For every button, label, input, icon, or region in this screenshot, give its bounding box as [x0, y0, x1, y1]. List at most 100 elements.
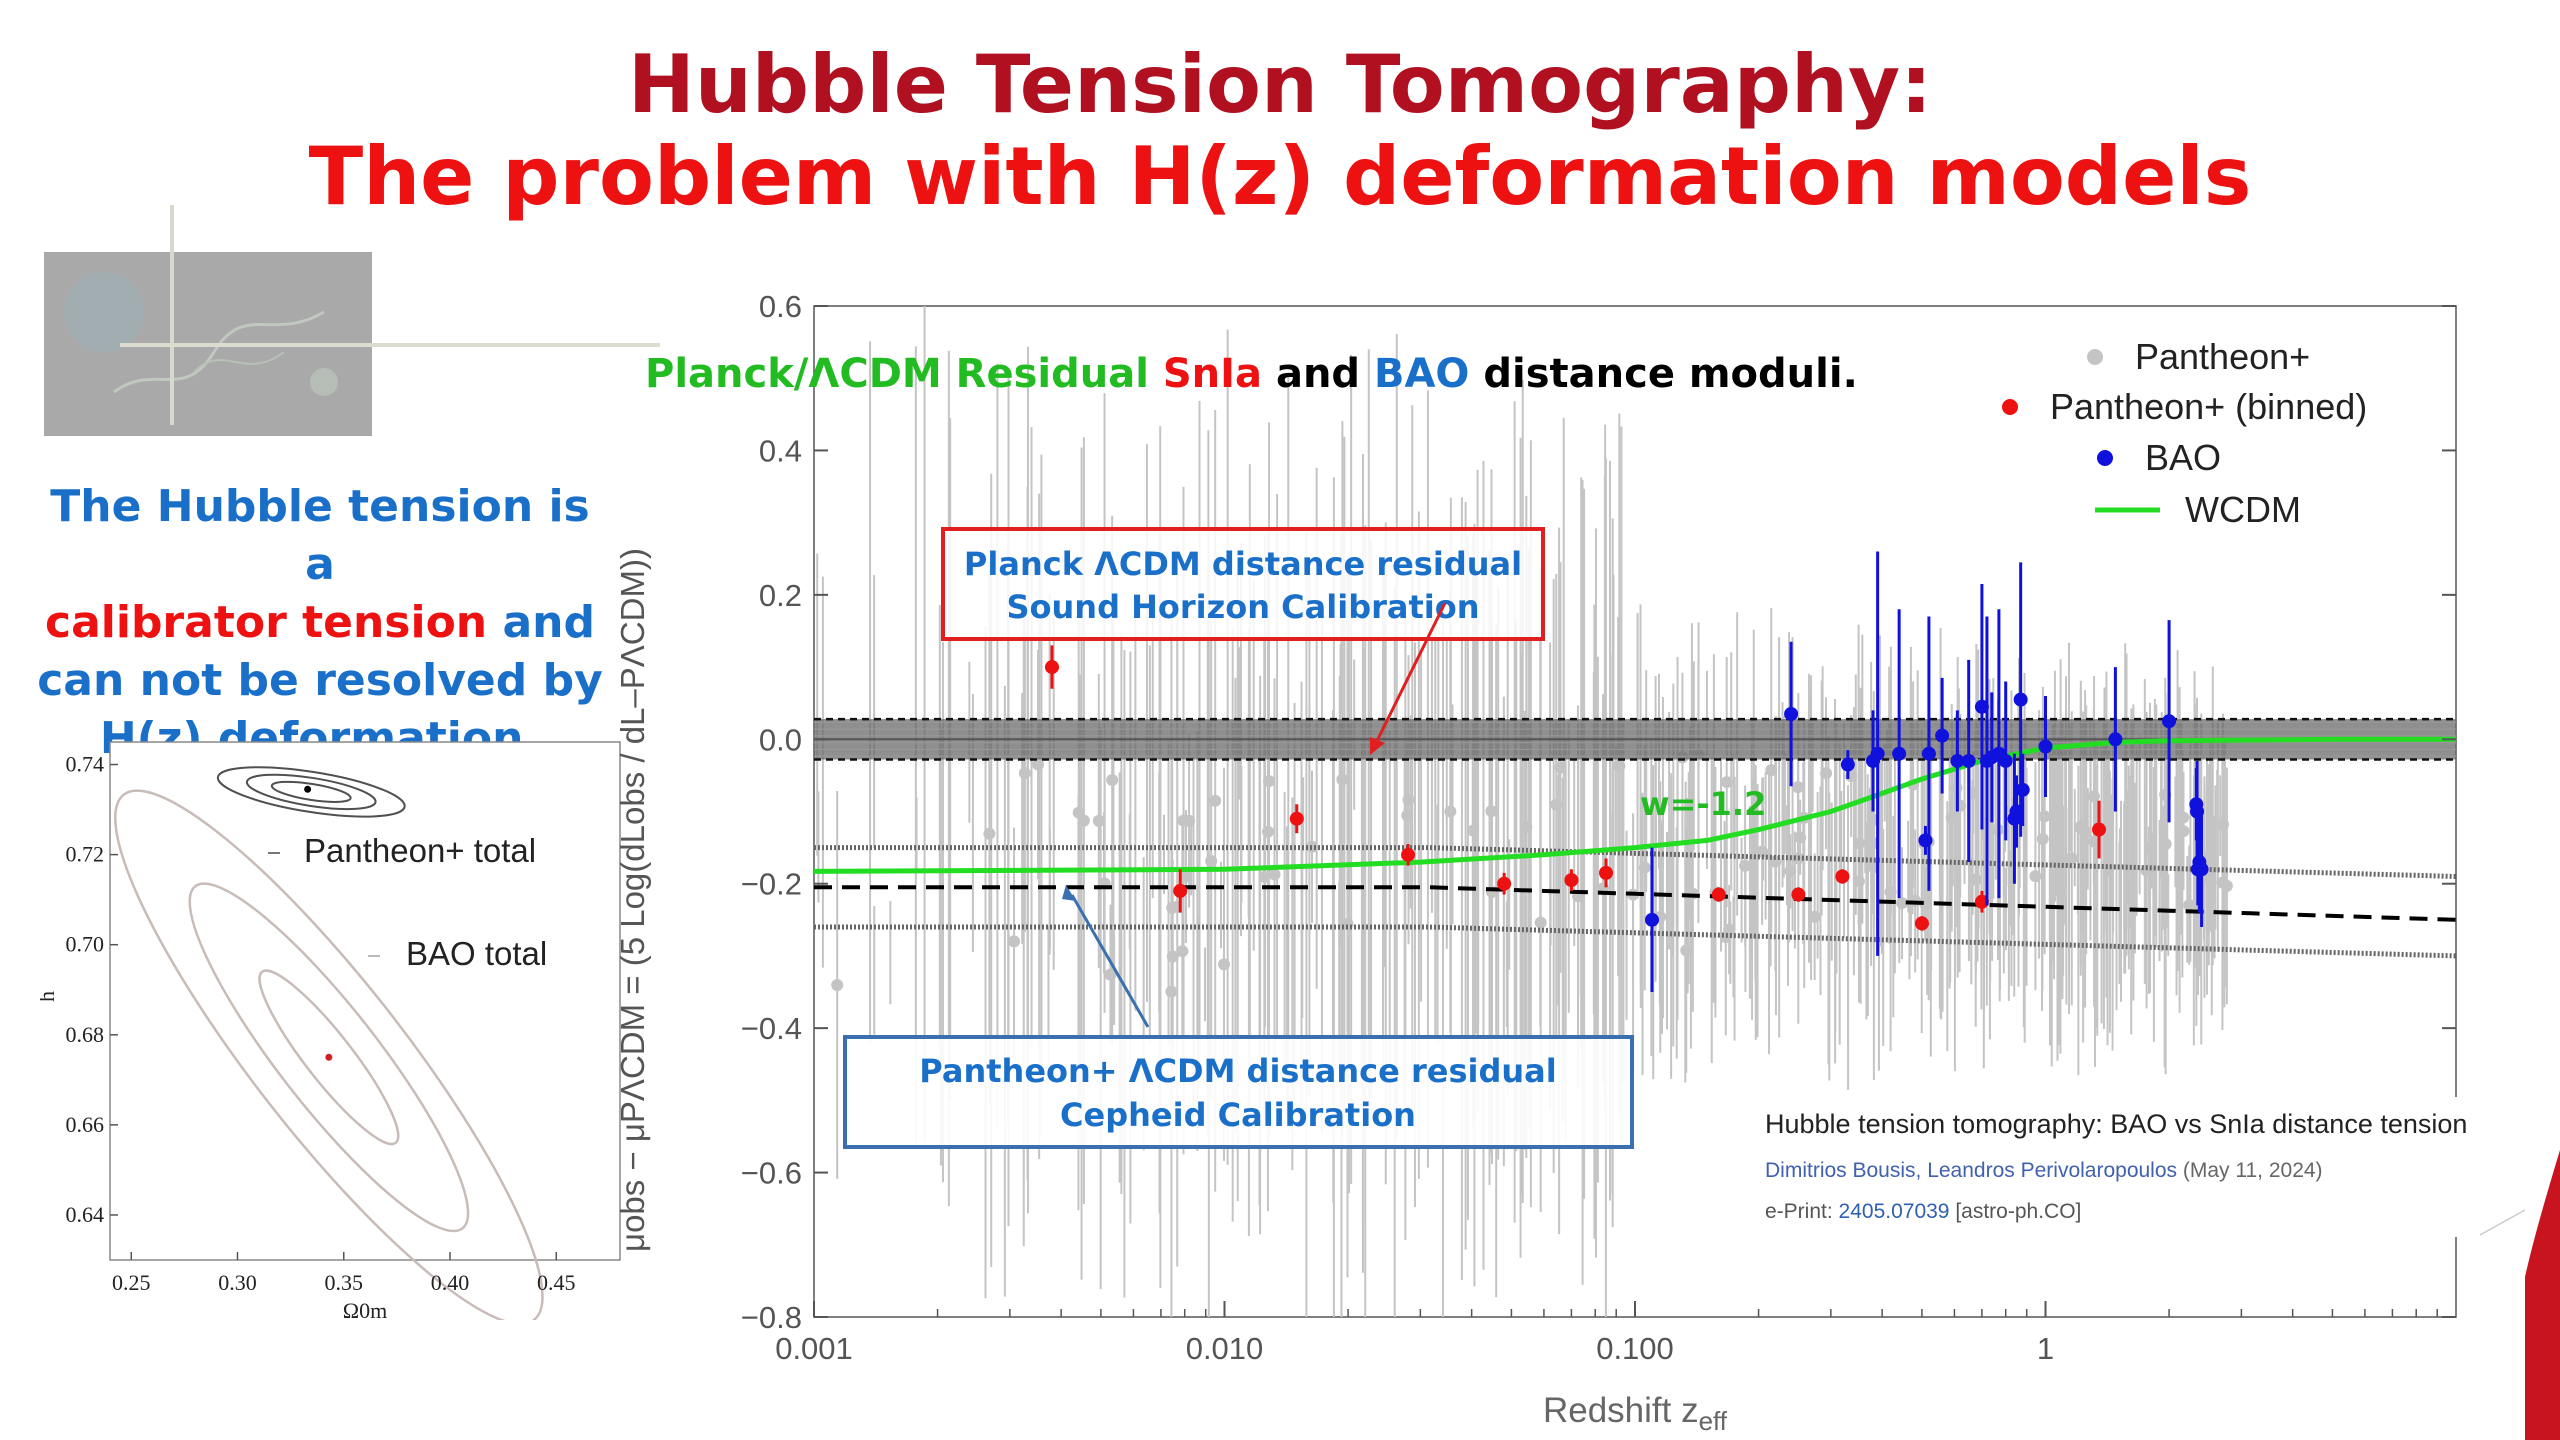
bao-point [1935, 728, 1950, 743]
pantheon-point [1784, 865, 1797, 878]
legend-marker-binned [2002, 399, 2018, 415]
chart-legend: Pantheon+ Pantheon+ (binned) BAO WCDM [2002, 336, 2367, 530]
axes-ticks: 0.6 0.4 0.2 0.0 −0.2 −0.4 −0.6 −0.80.001 0.010 0.… [741, 289, 2456, 1366]
pantheon-band-upper [814, 845, 2456, 879]
contour-y-tick-label: 0.68 [66, 1022, 105, 1047]
pantheon-point [1166, 950, 1179, 963]
pantheon-point [1183, 814, 1196, 827]
legend-label-bao-total: BAO total [406, 935, 547, 972]
bao-point [1961, 753, 1976, 768]
annotation-rest: distance moduli. [1469, 351, 1857, 397]
eprint-label: e-Print: [1765, 1200, 1839, 1223]
bao-contour [114, 789, 544, 1320]
legend-label-binned: Pantheon+ (binned) [2050, 386, 2367, 427]
y-tick-label: 0.0 [759, 722, 802, 757]
bao-points [1644, 551, 2209, 993]
pantheon-point [1402, 793, 1415, 806]
binned-point [2092, 822, 2107, 837]
pantheon-contour [270, 780, 352, 803]
x-tick-label: 0.010 [1186, 1331, 1264, 1366]
wcdm-curve-label: w=-1.2 [1640, 785, 1766, 823]
x-axis-label: Redshift zeff [1543, 1391, 1728, 1436]
y-tick-label: −0.4 [741, 1011, 802, 1046]
bao-point [2015, 782, 2030, 797]
y-tick-label: 0.2 [759, 578, 802, 613]
y-tick-label: 0.4 [759, 433, 802, 468]
y-tick-label: −0.2 [741, 867, 802, 902]
pantheon-point [983, 827, 996, 840]
binned-point [1173, 883, 1188, 898]
pantheon-point [1261, 825, 1274, 838]
pantheon-band-lower [814, 924, 2456, 959]
contour-x-tick-label: 0.35 [325, 1270, 364, 1295]
x-tick-label: 1 [2037, 1331, 2054, 1366]
pantheon-point [1077, 814, 1090, 827]
side-statement: The Hubble tension is a calibrator tensi… [30, 478, 610, 768]
pantheon-box-arrow [1070, 894, 1150, 1028]
pantheon-box-line1: Pantheon+ ΛCDM distance residual [919, 1052, 1556, 1090]
wcdm-line [814, 736, 2456, 874]
pantheon-point [2088, 835, 2101, 848]
binned-point [1791, 887, 1806, 902]
planck-annotation-box: Planck ΛCDM distance residual Sound Hori… [941, 527, 1545, 755]
pantheon-point [831, 978, 844, 991]
side-statement-line3: can not be resolved by [37, 655, 603, 706]
bao-point [2194, 862, 2209, 877]
bao-point [1921, 746, 1936, 761]
pantheon-point [1336, 773, 1349, 786]
pantheon-point [1467, 824, 1480, 837]
reference-author-links[interactable]: Dimitrios Bousis, Leandros Perivolaropou… [1765, 1159, 2178, 1182]
pantheon-point [1008, 935, 1021, 948]
contour-y-tick-label: 0.70 [66, 932, 105, 957]
pantheon-point [1092, 814, 1105, 827]
binned-point [1289, 811, 1304, 826]
reference-eprint: e-Print: 2405.07039 [astro-ph.CO] [1765, 1200, 2081, 1224]
annotation-and: and [1262, 351, 1374, 397]
binned-point [1835, 869, 1850, 884]
eprint-link[interactable]: 2405.07039 [1838, 1200, 1950, 1223]
pantheon-point [1263, 775, 1276, 788]
contour-ticks: 0.25 0.30 0.35 0.40 0.45 0.64 0.66 0.68 0.70 0.72… [66, 752, 576, 1295]
thumbnail-graphic [64, 272, 338, 396]
residual-chart: 0.6 0.4 0.2 0.0 −0.2 −0.4 −0.6 −0.80.001 0.010 0.… [614, 289, 2457, 1436]
bao-point [2162, 714, 2177, 729]
legend-label-pantheon: Pantheon+ [2135, 336, 2310, 377]
bao-contour [188, 882, 470, 1233]
planck-box-arrow [1373, 602, 1447, 746]
contour-x-tick-label: 0.30 [218, 1270, 257, 1295]
bao-point [1950, 753, 1965, 768]
contour-y-tick-label: 0.66 [66, 1112, 105, 1137]
binned-point [1497, 876, 1512, 891]
pantheon-point [1853, 837, 1866, 850]
contour-plot: 0.25 0.30 0.35 0.40 0.45 0.64 0.66 0.68 0.70 0.72… [40, 741, 621, 1320]
pantheon-point [1791, 781, 1804, 794]
pantheon-point [1720, 776, 1733, 789]
x-axis-label-sub: eff [1699, 1406, 1728, 1436]
contour-y-tick-label: 0.64 [66, 1202, 105, 1227]
binned-point [1914, 916, 1929, 931]
pantheon-point [2074, 822, 2087, 835]
contour-ylabel: h [40, 991, 59, 1002]
pantheon-annotation-box: Pantheon+ ΛCDM distance residual Cepheid… [843, 885, 1634, 1149]
bao-best-fit [325, 1053, 333, 1061]
bao-point [2038, 739, 2053, 754]
bao-point [2108, 732, 2123, 747]
pantheon-arrow-head [1062, 885, 1076, 901]
corner-decoration [2480, 1150, 2560, 1440]
bao-point [1998, 753, 2013, 768]
x-axis-label-main: Redshift z [1543, 1391, 1699, 1430]
legend-label-pantheon-total: Pantheon+ total [304, 832, 536, 869]
binned-points [1045, 645, 2107, 931]
x-tick-label: 0.001 [775, 1331, 853, 1366]
binned-point [1401, 847, 1416, 862]
bao-point [1840, 757, 1855, 772]
reference-title[interactable]: Hubble tension tomography: BAO vs SnIa d… [1765, 1109, 2468, 1139]
y-tick-label: −0.8 [741, 1300, 802, 1335]
contour-x-tick-label: 0.45 [537, 1270, 576, 1295]
pantheon-point [2183, 899, 2196, 912]
bao-point [1870, 746, 1885, 761]
y-tick-label: 0.6 [759, 289, 802, 324]
chart-annotation-title: Planck/ΛCDM Residual SnIa and BAO distan… [645, 351, 1858, 397]
pantheon-point [1032, 758, 1045, 771]
contour-y-tick-label: 0.74 [66, 752, 105, 777]
